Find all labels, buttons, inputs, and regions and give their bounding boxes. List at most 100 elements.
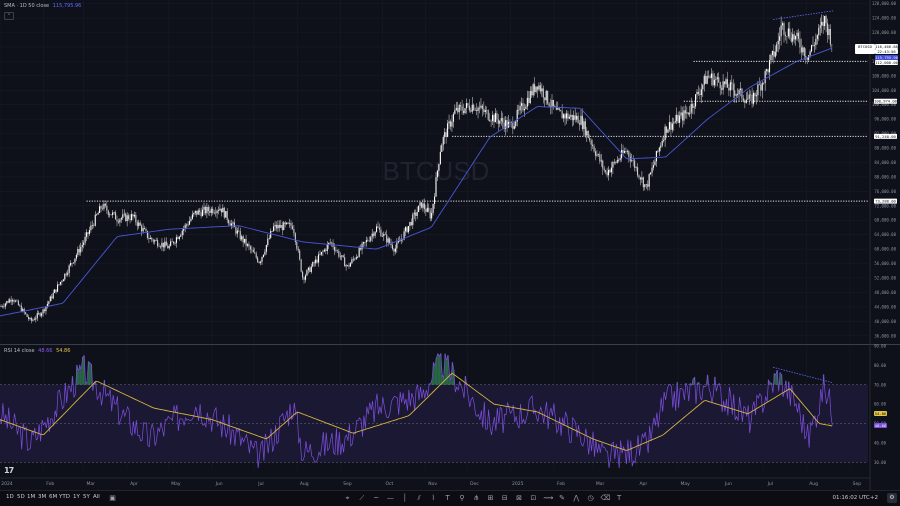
candle-body [551,100,553,107]
long-position-icon[interactable]: ⊟ [501,494,508,502]
candle-body [7,301,9,303]
candle-body [397,240,399,243]
candle-body [418,205,420,212]
candle-body [767,69,769,73]
candle-body [13,300,15,302]
rsi-legend[interactable]: RSI 14 close 48.66 54.86 [4,348,72,354]
candle-body [96,214,98,216]
candle-body [474,109,476,111]
sma-price-label: 115,795.96 [875,55,898,60]
candle-body [129,219,131,220]
candle-body [557,108,559,110]
candle-body [233,222,235,228]
candle-body [181,230,183,236]
price-tick-label: 120,000.00 [872,30,897,35]
candle-body [802,47,804,53]
price-tick-label: 104,000.00 [872,88,897,93]
candle-body [560,110,562,112]
eraser-icon[interactable]: ⌫ [600,494,611,502]
short-position-icon[interactable]: ⊠ [516,494,523,502]
candle-body [428,207,430,212]
candle-body [122,214,124,219]
candle-body [563,114,565,119]
rsi-tick-label: 30.00 [874,460,887,465]
measure-icon[interactable]: T [617,494,622,502]
candle-body [460,105,462,107]
range-6m-button[interactable]: 6M [49,494,58,500]
candle-body [339,256,341,258]
candle-body [338,251,340,257]
collapse-legend-button[interactable]: ⌃ [4,12,14,20]
candle-body [242,236,244,243]
pitchfork-icon[interactable]: ⋔ [473,494,480,502]
cursor-icon[interactable]: ⌖ [345,494,350,502]
fib-icon[interactable]: ⌇ [431,494,435,502]
candle-body [267,238,269,246]
candle-body [336,250,338,252]
candle-body [531,91,533,96]
candle-body [708,75,710,77]
trend-line-icon[interactable]: ⟋ [359,494,365,502]
candle-body [513,126,515,129]
parallel-channel-icon[interactable]: ⫽ [417,494,421,502]
candle-body [43,309,46,312]
candle-body [442,137,444,145]
pattern-icon[interactable]: ⋀ [573,494,580,502]
candle-body [268,237,270,239]
gann-icon[interactable]: ⊞ [487,494,494,502]
candle-body [481,105,483,109]
candle-body [589,138,591,141]
candle-body [441,144,443,152]
candle-body [213,212,215,214]
date-range-icon[interactable]: ⊡ [530,494,537,502]
clock-timezone[interactable]: 01:16:02 UTC+2 [832,495,878,501]
candle-body [502,118,504,123]
candle-body [581,115,583,130]
rsi-tick-label: 80.00 [874,363,887,368]
candle-body [639,177,641,180]
range-5y-button[interactable]: 5Y [83,494,90,500]
chart-area[interactable]: BTCUSD 2024 Feb Mar Apr May Jun Jul Aug Sep Oct No… [0,0,900,490]
candle-body [287,222,289,224]
candle-body [331,242,333,244]
candle-body [641,177,643,180]
candle-body [365,240,367,243]
pin-icon[interactable]: ⚲ [459,494,465,502]
candle-body [635,167,637,168]
candle-body [216,210,218,214]
candle-body [808,55,810,60]
chart-settings-icon[interactable]: ⚙ [887,493,897,503]
range-1m-button[interactable]: 1M [27,494,36,500]
symbol-tag: BTCUSD [855,44,875,54]
horizontal-line-icon[interactable]: — [386,494,394,502]
candle-body [49,296,51,302]
candle-body [632,160,634,162]
range-1y-button[interactable]: 1Y [73,494,80,500]
range-5d-button[interactable]: 5D [17,494,25,500]
path-icon[interactable]: ⟿ [543,494,554,502]
candle-body [637,167,639,176]
candle-body [71,263,73,264]
candle-body [241,236,243,240]
brush-icon[interactable]: ✎ [559,494,565,502]
horizontal-ray-icon[interactable]: ─ [373,494,379,502]
range-all-button[interactable]: All [93,494,100,500]
candle-body [26,313,28,317]
text-icon[interactable]: T [445,494,450,502]
candle-body [528,97,530,104]
vertical-line-icon[interactable]: │ [402,494,407,502]
range-1d-button[interactable]: 1D [6,494,14,500]
sma-legend[interactable]: SMA · 1D 50 close 115,795.96 [4,3,83,9]
candle-body [487,110,489,120]
range-3m-button[interactable]: 3M [38,494,47,500]
date-range-picker-icon[interactable]: ▣ [109,494,116,502]
candle-body [761,83,763,91]
x-tick-label: May [171,481,181,487]
candle-body [650,172,652,175]
cycle-icon[interactable]: ◷ [587,494,594,502]
candle-body [812,45,814,46]
chart-canvas[interactable]: BTCUSD 2024 Feb Mar Apr May Jun Jul Aug Sep Oct No… [0,0,900,490]
range-ytd-button[interactable]: YTD [59,494,70,500]
candle-body [608,169,610,176]
candle-body [199,210,201,213]
